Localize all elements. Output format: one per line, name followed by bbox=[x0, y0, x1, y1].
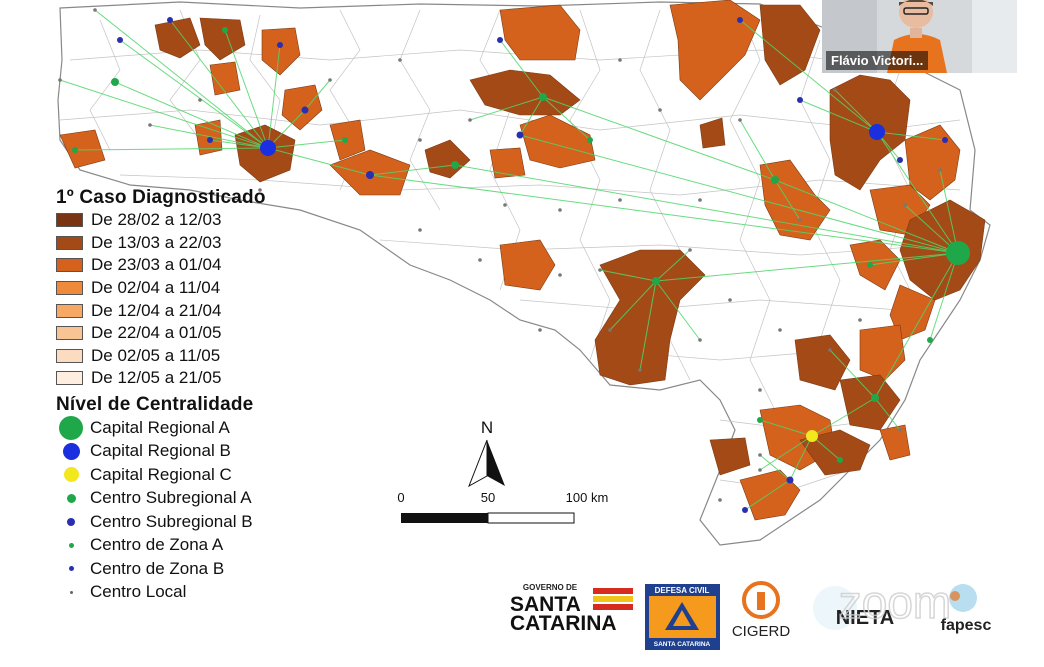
centrality-legend-item: Capital Regional B bbox=[56, 439, 376, 463]
centrality-legend-label: Capital Regional B bbox=[90, 441, 231, 460]
case-legend-item: De 13/03 a 22/03 bbox=[56, 232, 376, 255]
case-legend-item: De 23/03 a 01/04 bbox=[56, 254, 376, 277]
legend-swatch bbox=[56, 235, 83, 250]
tiny-circle-icon bbox=[68, 566, 74, 571]
centrality-legend-item: Centro de Zona B bbox=[56, 557, 376, 581]
fapesc-logo-text: fapesc bbox=[941, 617, 992, 634]
cigerd-logo: CIGERD bbox=[732, 581, 791, 640]
medium-circle-icon bbox=[63, 467, 79, 482]
centrality-legend-item: Centro de Zona A bbox=[56, 533, 376, 557]
dot-icon bbox=[69, 590, 73, 594]
fapesc-logo: fapesc bbox=[941, 584, 992, 634]
scale-tick-50: 50 bbox=[481, 490, 495, 505]
case-legend-label: De 12/05 a 21/05 bbox=[91, 368, 222, 388]
legend-swatch bbox=[56, 258, 83, 273]
sponsor-logos: GOVERNO DE SANTA CATARINA DEFESA CIVIL S… bbox=[510, 578, 992, 650]
case-legend-item: De 12/05 a 21/05 bbox=[56, 367, 376, 390]
small-circle-icon bbox=[67, 517, 75, 526]
case-legend-label: De 28/02 a 12/03 bbox=[91, 210, 222, 230]
case-legend-item: De 12/04 a 21/04 bbox=[56, 299, 376, 322]
legend-swatch bbox=[56, 303, 83, 318]
case-legend-item: De 28/02 a 12/03 bbox=[56, 209, 376, 232]
center-points bbox=[58, 8, 970, 513]
scale-bar-white bbox=[487, 512, 575, 524]
centrality-legend-item: Centro Subregional A bbox=[56, 486, 376, 510]
case-legend-label: De 22/04 a 01/05 bbox=[91, 323, 222, 343]
north-arrow-and-scale: N 0 50 100 km bbox=[397, 418, 609, 524]
centrality-links bbox=[59, 9, 959, 511]
zoom-watermark: zoom bbox=[839, 578, 951, 628]
centrality-legend-label: Centro Subregional A bbox=[90, 488, 252, 507]
centrality-legend-item: Capital Regional C bbox=[56, 463, 376, 487]
centrality-legend-item: Centro Subregional B bbox=[56, 510, 376, 534]
case-legend-label: De 12/04 a 21/04 bbox=[91, 300, 222, 320]
legend-centrality-title: Nível de Centralidade bbox=[56, 393, 254, 415]
tiny-circle-icon bbox=[68, 542, 74, 548]
centrality-legend-list: Capital Regional A Capital Regional B Ca… bbox=[56, 415, 376, 604]
north-arrow-icon bbox=[468, 439, 505, 488]
case-legend-item: De 02/04 a 11/04 bbox=[56, 277, 376, 300]
cigerd-logo-text: CIGERD bbox=[732, 623, 791, 640]
centrality-legend-label: Centro Local bbox=[90, 582, 187, 601]
centrality-legend-label: Capital Regional C bbox=[90, 464, 232, 484]
nieta-logo: NIETA bbox=[813, 586, 894, 630]
legend-swatch bbox=[56, 281, 83, 296]
defesa-logo-top: DEFESA CIVIL bbox=[655, 586, 710, 595]
sc-logo-top: GOVERNO DE bbox=[523, 583, 578, 592]
participant-video[interactable]: Flávio Victori... bbox=[822, 0, 1017, 73]
medium-circle-icon bbox=[62, 442, 80, 460]
map-legend: 1º Caso Diagnosticado De 28/02 a 12/03 D… bbox=[56, 187, 376, 604]
nieta-logo-text: NIETA bbox=[836, 607, 895, 629]
case-legend-label: De 02/04 a 11/04 bbox=[91, 278, 221, 298]
legend-swatch bbox=[56, 213, 83, 228]
defesa-civil-logo: DEFESA CIVIL SANTA CATARINA bbox=[645, 584, 720, 650]
small-circle-icon bbox=[66, 493, 76, 503]
case-legend-label: De 23/03 a 01/04 bbox=[91, 255, 222, 275]
centrality-legend-label: Centro de Zona A bbox=[90, 535, 224, 554]
case-legend-list: De 28/02 a 12/03 De 13/03 a 22/03 De 23/… bbox=[56, 209, 376, 390]
centrality-legend-label: Capital Regional A bbox=[90, 417, 230, 437]
sc-logo-line2: CATARINA bbox=[510, 612, 617, 635]
legend-swatch bbox=[56, 371, 83, 386]
scale-tick-100: 100 km bbox=[566, 490, 609, 505]
participant-name: Flávio Victori... bbox=[826, 51, 929, 70]
scale-tick-0: 0 bbox=[397, 490, 404, 505]
legend-case-title: 1º Caso Diagnosticado bbox=[56, 187, 266, 208]
large-circle-icon bbox=[59, 415, 83, 440]
sc-logo-line1: SANTA bbox=[510, 593, 581, 616]
centrality-legend-label: Centro de Zona B bbox=[90, 558, 225, 578]
case-legend-item: De 02/05 a 11/05 bbox=[56, 345, 376, 368]
case-date-regions bbox=[59, 0, 986, 521]
defesa-logo-bottom: SANTA CATARINA bbox=[654, 641, 711, 648]
santa-catarina-logo: GOVERNO DE SANTA CATARINA bbox=[510, 583, 633, 635]
case-legend-label: De 13/03 a 22/03 bbox=[91, 232, 222, 252]
centrality-legend-label: Centro Subregional B bbox=[90, 511, 253, 531]
centrality-legend-item: Centro Local bbox=[56, 580, 376, 604]
case-legend-item: De 22/04 a 01/05 bbox=[56, 322, 376, 345]
centrality-legend-item: Capital Regional A bbox=[56, 415, 376, 440]
scale-bar-black bbox=[401, 513, 488, 523]
legend-swatch bbox=[56, 348, 83, 363]
north-label: N bbox=[481, 418, 493, 437]
legend-swatch bbox=[56, 326, 83, 341]
case-legend-label: De 02/05 a 11/05 bbox=[91, 345, 221, 365]
